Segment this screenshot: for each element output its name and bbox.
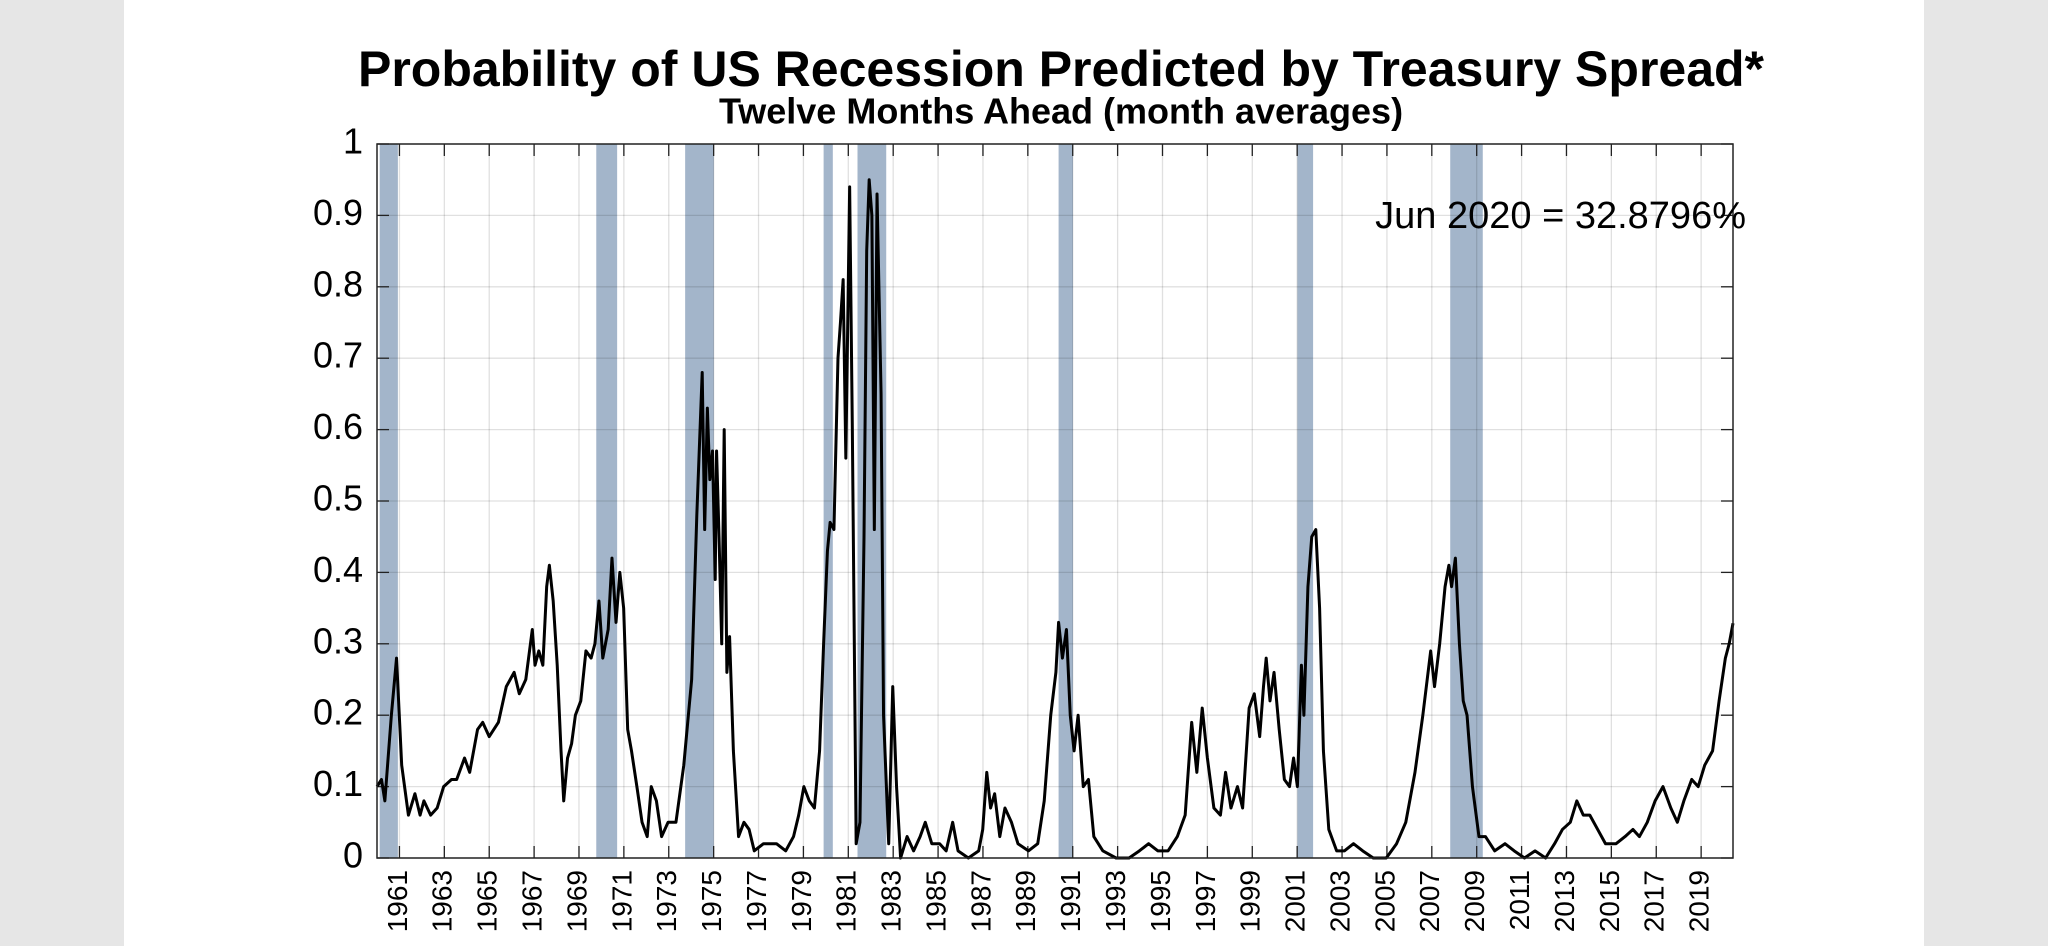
x-tick-label: 2007: [1414, 870, 1445, 932]
recession-band: [1450, 144, 1483, 858]
x-tick-label: 1997: [1190, 870, 1221, 932]
x-tick-label: 2001: [1280, 870, 1311, 932]
x-tick-label: 1993: [1100, 870, 1131, 932]
sheet: [124, 0, 1924, 946]
recession-band: [823, 144, 833, 858]
x-tick-label: 1961: [382, 870, 413, 932]
x-tick-label: 1995: [1145, 870, 1176, 932]
x-tick-label: 2017: [1639, 870, 1670, 932]
y-tick-label: 0.1: [313, 763, 363, 804]
x-tick-label: 1981: [831, 870, 862, 932]
x-tick-label: 1967: [516, 870, 547, 932]
x-tick-label: 2019: [1684, 870, 1715, 932]
y-tick-label: 1: [343, 121, 363, 162]
x-tick-label: 1969: [561, 870, 592, 932]
x-tick-label: 1983: [876, 870, 907, 932]
x-tick-label: 1971: [606, 870, 637, 932]
x-tick-label: 1979: [786, 870, 817, 932]
x-tick-label: 1987: [965, 870, 996, 932]
x-tick-label: 2009: [1459, 870, 1490, 932]
x-tick-label: 2015: [1594, 870, 1625, 932]
x-tick-label: 1977: [741, 870, 772, 932]
x-tick-label: 2013: [1549, 870, 1580, 932]
y-tick-label: 0.4: [313, 549, 363, 590]
x-tick-label: 1989: [1010, 870, 1041, 932]
y-tick-label: 0.9: [313, 192, 363, 233]
y-tick-label: 0.3: [313, 620, 363, 661]
x-tick-label: 2011: [1504, 870, 1535, 930]
y-tick-label: 0.7: [313, 335, 363, 376]
y-tick-label: 0.8: [313, 263, 363, 304]
plot-frame: [376, 143, 1734, 859]
annotation: Jun 2020 = 32.8796%: [1375, 195, 1746, 237]
y-tick-label: 0.5: [313, 478, 363, 519]
x-tick-label: 2003: [1324, 870, 1355, 932]
x-tick-label: 1975: [696, 870, 727, 932]
x-tick-label: 1963: [427, 870, 458, 932]
x-tick-label: 2005: [1369, 870, 1400, 932]
x-tick-label: 1999: [1235, 870, 1266, 932]
y-tick-label: 0.6: [313, 406, 363, 447]
y-tick-label: 0.2: [313, 692, 363, 733]
chart-subtitle: Twelve Months Ahead (month averages): [719, 91, 1403, 132]
chart-title: Probability of US Recession Predicted by…: [358, 41, 1765, 97]
x-tick-label: 1991: [1055, 870, 1086, 932]
y-tick-label: 0: [343, 835, 363, 876]
recession-band: [596, 144, 618, 858]
x-tick-label: 1985: [920, 870, 951, 932]
x-tick-label: 1973: [651, 870, 682, 932]
recession-band: [685, 144, 714, 858]
probability-line: [375, 178, 1735, 860]
x-tick-label: 1965: [472, 870, 503, 932]
